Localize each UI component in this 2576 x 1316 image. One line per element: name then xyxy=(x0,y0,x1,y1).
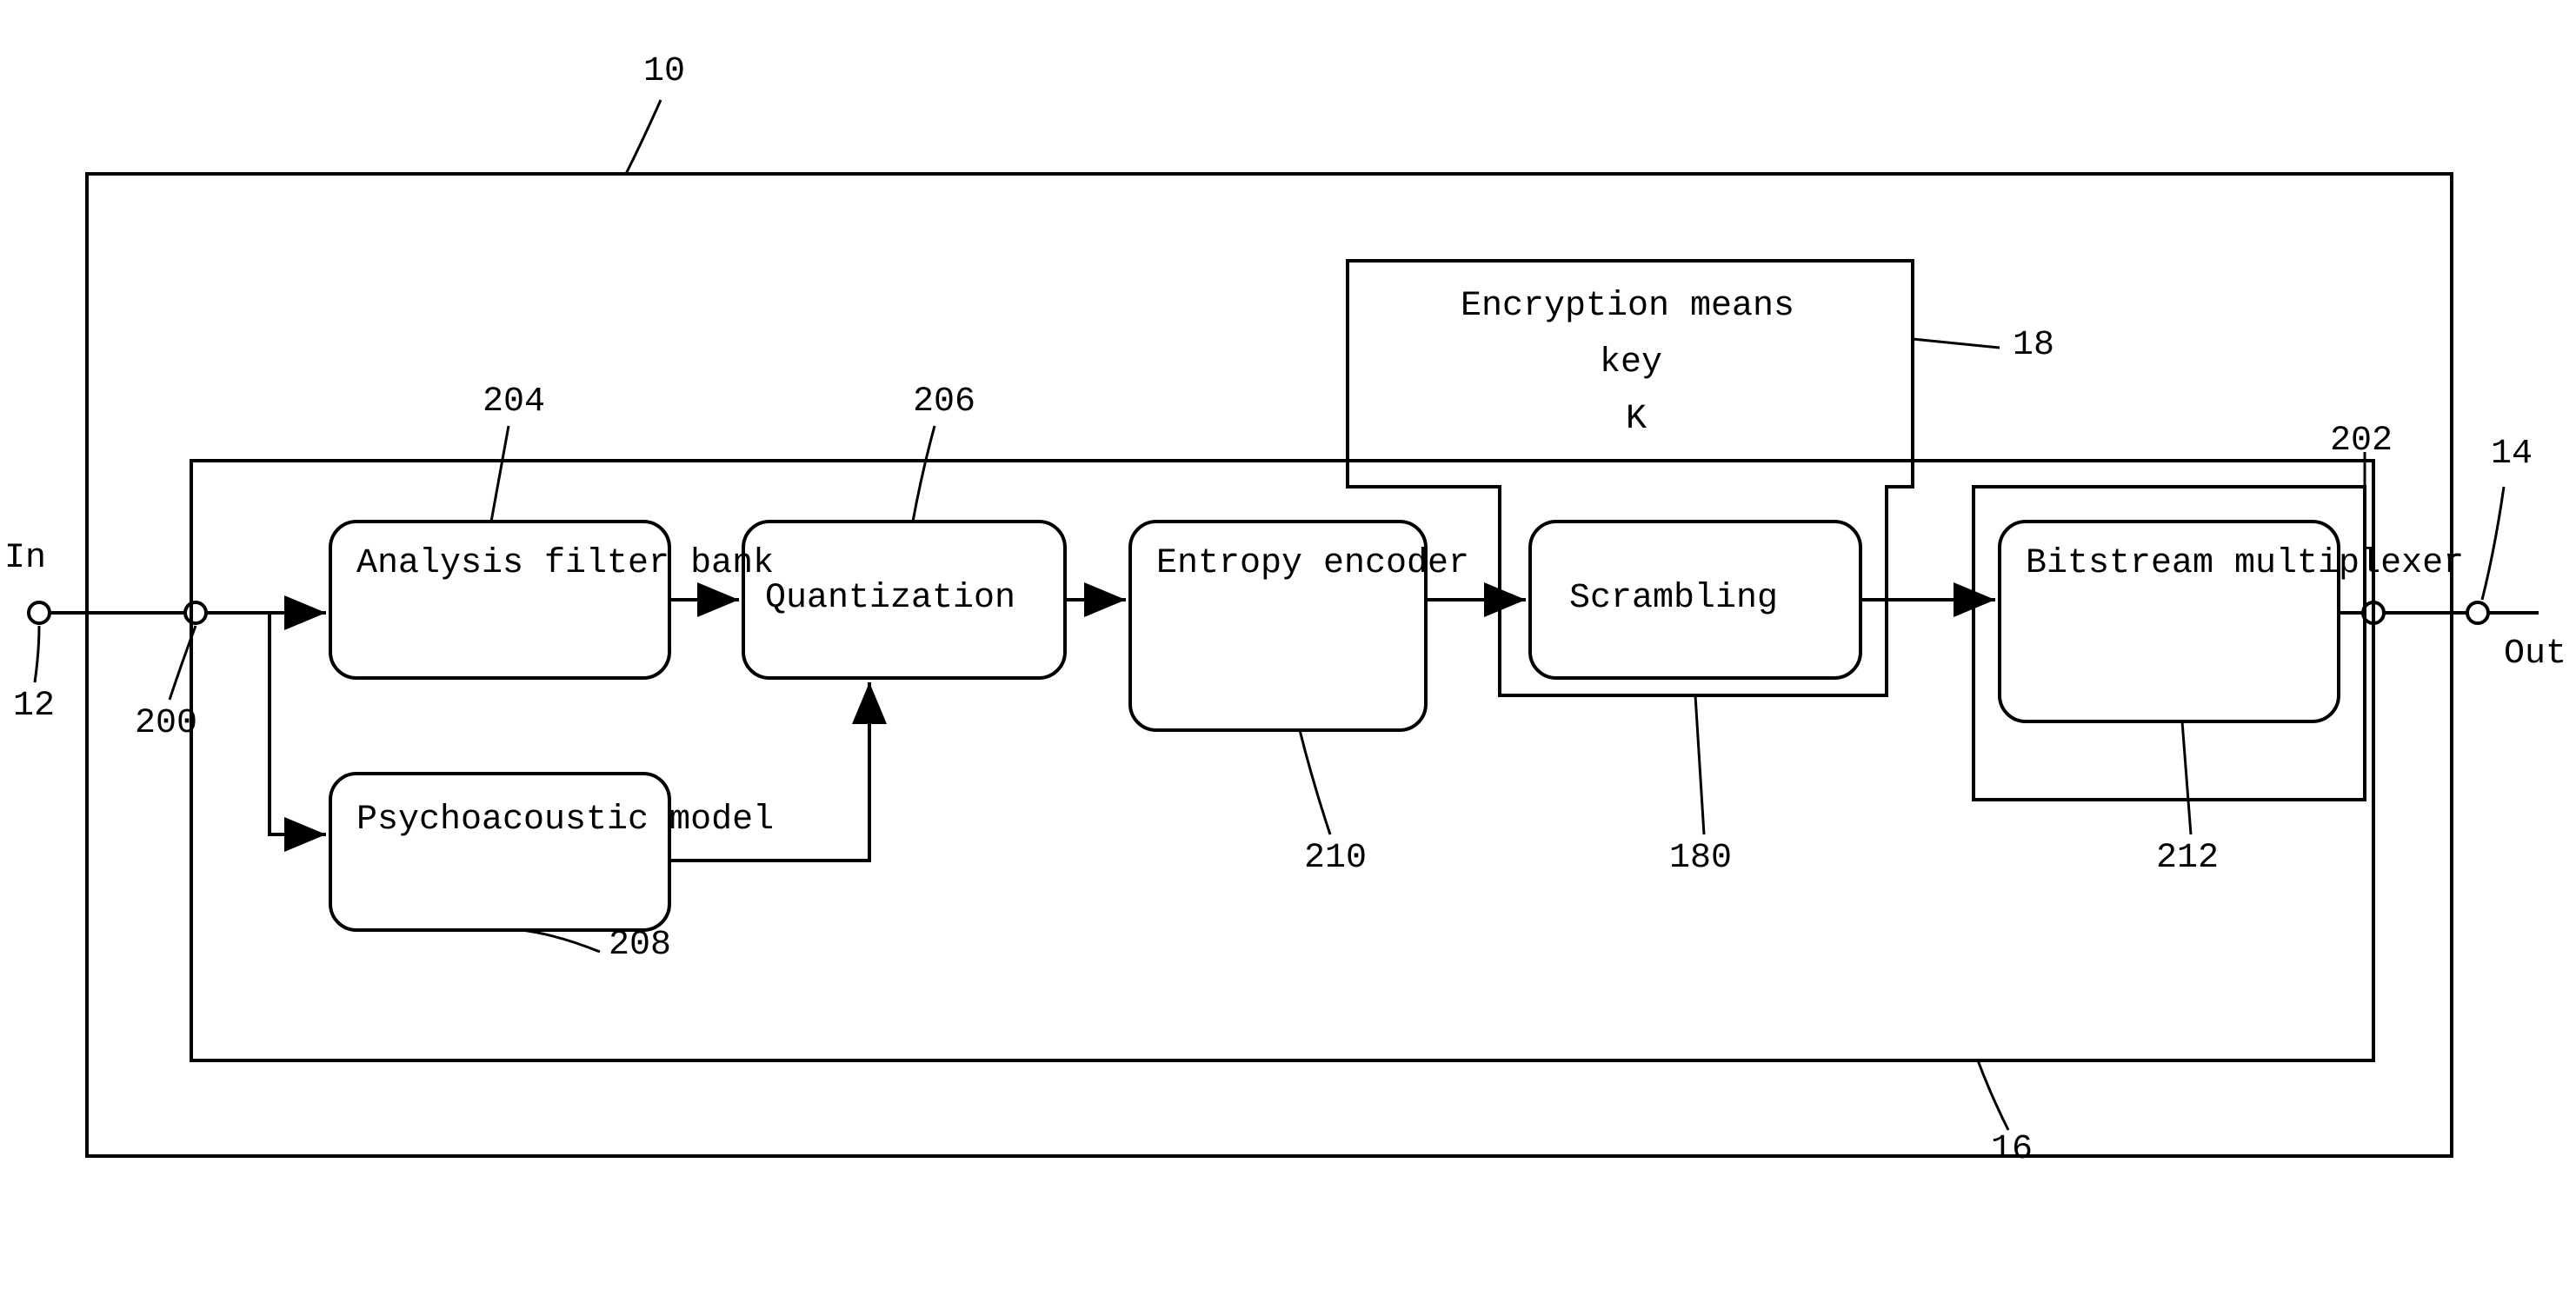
ref-label-10: 10 xyxy=(643,52,685,91)
ref-label-208: 208 xyxy=(609,926,671,965)
leader-206 xyxy=(913,426,935,522)
in-label: In xyxy=(4,539,46,578)
ref-label-210: 210 xyxy=(1304,839,1367,878)
terminal-out-14 xyxy=(2467,602,2488,623)
leader-12 xyxy=(35,626,39,682)
edge-200-to-psychoacoustic xyxy=(270,613,326,834)
leader-10 xyxy=(626,100,661,174)
terminal-in-12 xyxy=(29,602,50,623)
ref-label-14: 14 xyxy=(2491,435,2533,474)
inner-box-202 xyxy=(1974,487,2365,800)
encryption-label-1: Encryption means xyxy=(1461,287,1794,326)
ref-label-212: 212 xyxy=(2156,839,2219,878)
entropy-label: Entropy encoder xyxy=(1156,543,1469,585)
leader-212 xyxy=(2182,721,2191,834)
analysis-label: Analysis filter bank xyxy=(356,543,774,585)
encryption-label-3: K xyxy=(1626,400,1647,439)
quantization-label: Quantization xyxy=(765,578,1015,620)
scrambling-label: Scrambling xyxy=(1569,578,1778,620)
diagram-canvas xyxy=(0,0,2576,1316)
leader-208 xyxy=(522,930,600,952)
ref-label-180: 180 xyxy=(1669,839,1732,878)
multiplexer-label: Bitstream multiplexer xyxy=(2026,543,2464,585)
psychoacoustic-box xyxy=(330,774,669,930)
ref-label-202: 202 xyxy=(2330,422,2393,461)
leader-16 xyxy=(1978,1060,2008,1130)
ref-label-18: 18 xyxy=(2013,326,2054,365)
terminal-in-200 xyxy=(185,602,206,623)
leader-18 xyxy=(1913,339,2000,348)
encryption-label-2: key xyxy=(1600,343,1662,382)
ref-label-12: 12 xyxy=(13,687,55,726)
ref-label-206: 206 xyxy=(913,382,975,422)
ref-label-204: 204 xyxy=(483,382,545,422)
ref-label-16: 16 xyxy=(1991,1130,2033,1169)
leader-210 xyxy=(1300,730,1330,834)
psychoacoustic-label: Psychoacoustic model xyxy=(356,800,774,841)
out-label: Out xyxy=(2504,635,2566,674)
ref-label-200: 200 xyxy=(135,704,197,743)
leader-204 xyxy=(491,426,509,522)
encryption-block xyxy=(1348,261,1913,695)
leader-14 xyxy=(2482,487,2504,600)
leader-180 xyxy=(1695,695,1704,834)
outer-box xyxy=(87,174,2452,1156)
